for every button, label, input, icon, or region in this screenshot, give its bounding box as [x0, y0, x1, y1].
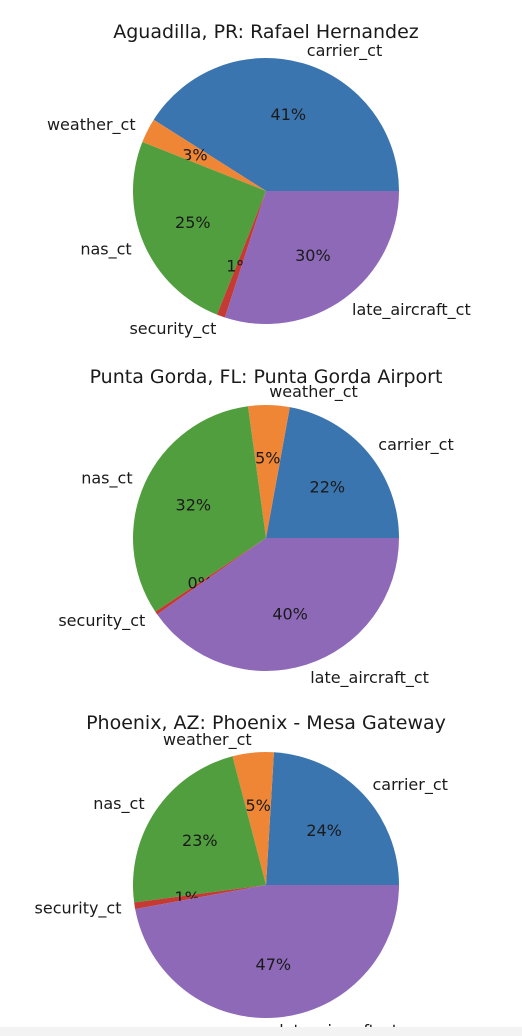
percent-label-late-aircraft-ct: 47%	[256, 955, 292, 974]
pie-slice-security-ct	[155, 538, 266, 615]
pie-slice-security-ct	[134, 885, 266, 910]
category-label-weather-ct: weather_ct	[47, 115, 136, 135]
percent-label-weather-ct: 3%	[182, 145, 207, 164]
category-label-carrier-ct: carrier_ct	[378, 435, 453, 455]
pie-chart-1: Aguadilla, PR: Rafael Hernandez 41% carrie…	[47, 21, 471, 339]
category-label-security-ct: security_ct	[35, 898, 122, 918]
chart-title: Aguadilla, PR: Rafael Hernandez	[113, 21, 419, 43]
category-label-weather-ct: weather_ct	[163, 730, 252, 750]
bottom-scroll-strip	[0, 1027, 522, 1036]
pie-slice-weather-ct	[247, 405, 290, 538]
pie-chart-3: Phoenix, AZ: Phoenix - Mesa Gateway 24% ca…	[35, 712, 448, 1036]
category-label-nas-ct: nas_ct	[93, 794, 144, 814]
percent-label-carrier-ct: 22%	[310, 477, 346, 496]
chart-title: Phoenix, AZ: Phoenix - Mesa Gateway	[86, 712, 446, 734]
percent-label-late-aircraft-ct: 40%	[272, 605, 308, 624]
category-label-weather-ct: weather_ct	[269, 382, 358, 402]
percent-label-weather-ct: 5%	[246, 796, 271, 815]
pie-slice-security-ct	[217, 191, 266, 318]
percent-label-carrier-ct: 41%	[271, 105, 307, 124]
category-label-carrier-ct: carrier_ct	[307, 41, 382, 61]
percent-label-late-aircraft-ct: 30%	[295, 246, 331, 265]
percent-label-nas-ct: 23%	[182, 831, 218, 850]
pie-chart-2: Punta Gorda, FL: Punta Gorda Airport 22% c…	[58, 366, 453, 688]
category-label-security-ct: security_ct	[58, 611, 145, 631]
pie-slice-nas-ct	[133, 406, 266, 612]
percent-label-carrier-ct: 24%	[306, 821, 342, 840]
pie-slice-carrier-ct	[266, 752, 399, 885]
pie-slice-nas-ct	[132, 756, 266, 903]
pie-slice-weather-ct	[232, 752, 274, 885]
category-label-carrier-ct: carrier_ct	[373, 775, 448, 795]
pie-slice-late-aircraft-ct	[224, 191, 399, 324]
pie-slice-late-aircraft-ct	[157, 538, 399, 671]
pie-slice-late-aircraft-ct	[135, 885, 399, 1019]
category-label-nas-ct: nas_ct	[80, 240, 131, 260]
pie-slice-nas-ct	[133, 142, 266, 315]
pie-slice-carrier-ct	[153, 57, 399, 191]
percent-label-nas-ct: 32%	[176, 496, 212, 515]
category-label-nas-ct: nas_ct	[81, 468, 132, 488]
category-label-late-aircraft-ct: late_aircraft_ct	[310, 668, 429, 688]
percent-label-weather-ct: 5%	[255, 449, 280, 468]
category-label-security-ct: security_ct	[129, 319, 216, 339]
percent-label-nas-ct: 25%	[175, 213, 211, 232]
pie-slice-weather-ct	[142, 119, 266, 191]
category-label-late-aircraft-ct: late_aircraft_ct	[352, 300, 471, 320]
pie-slice-carrier-ct	[266, 407, 399, 538]
chart-title: Punta Gorda, FL: Punta Gorda Airport	[90, 366, 443, 388]
